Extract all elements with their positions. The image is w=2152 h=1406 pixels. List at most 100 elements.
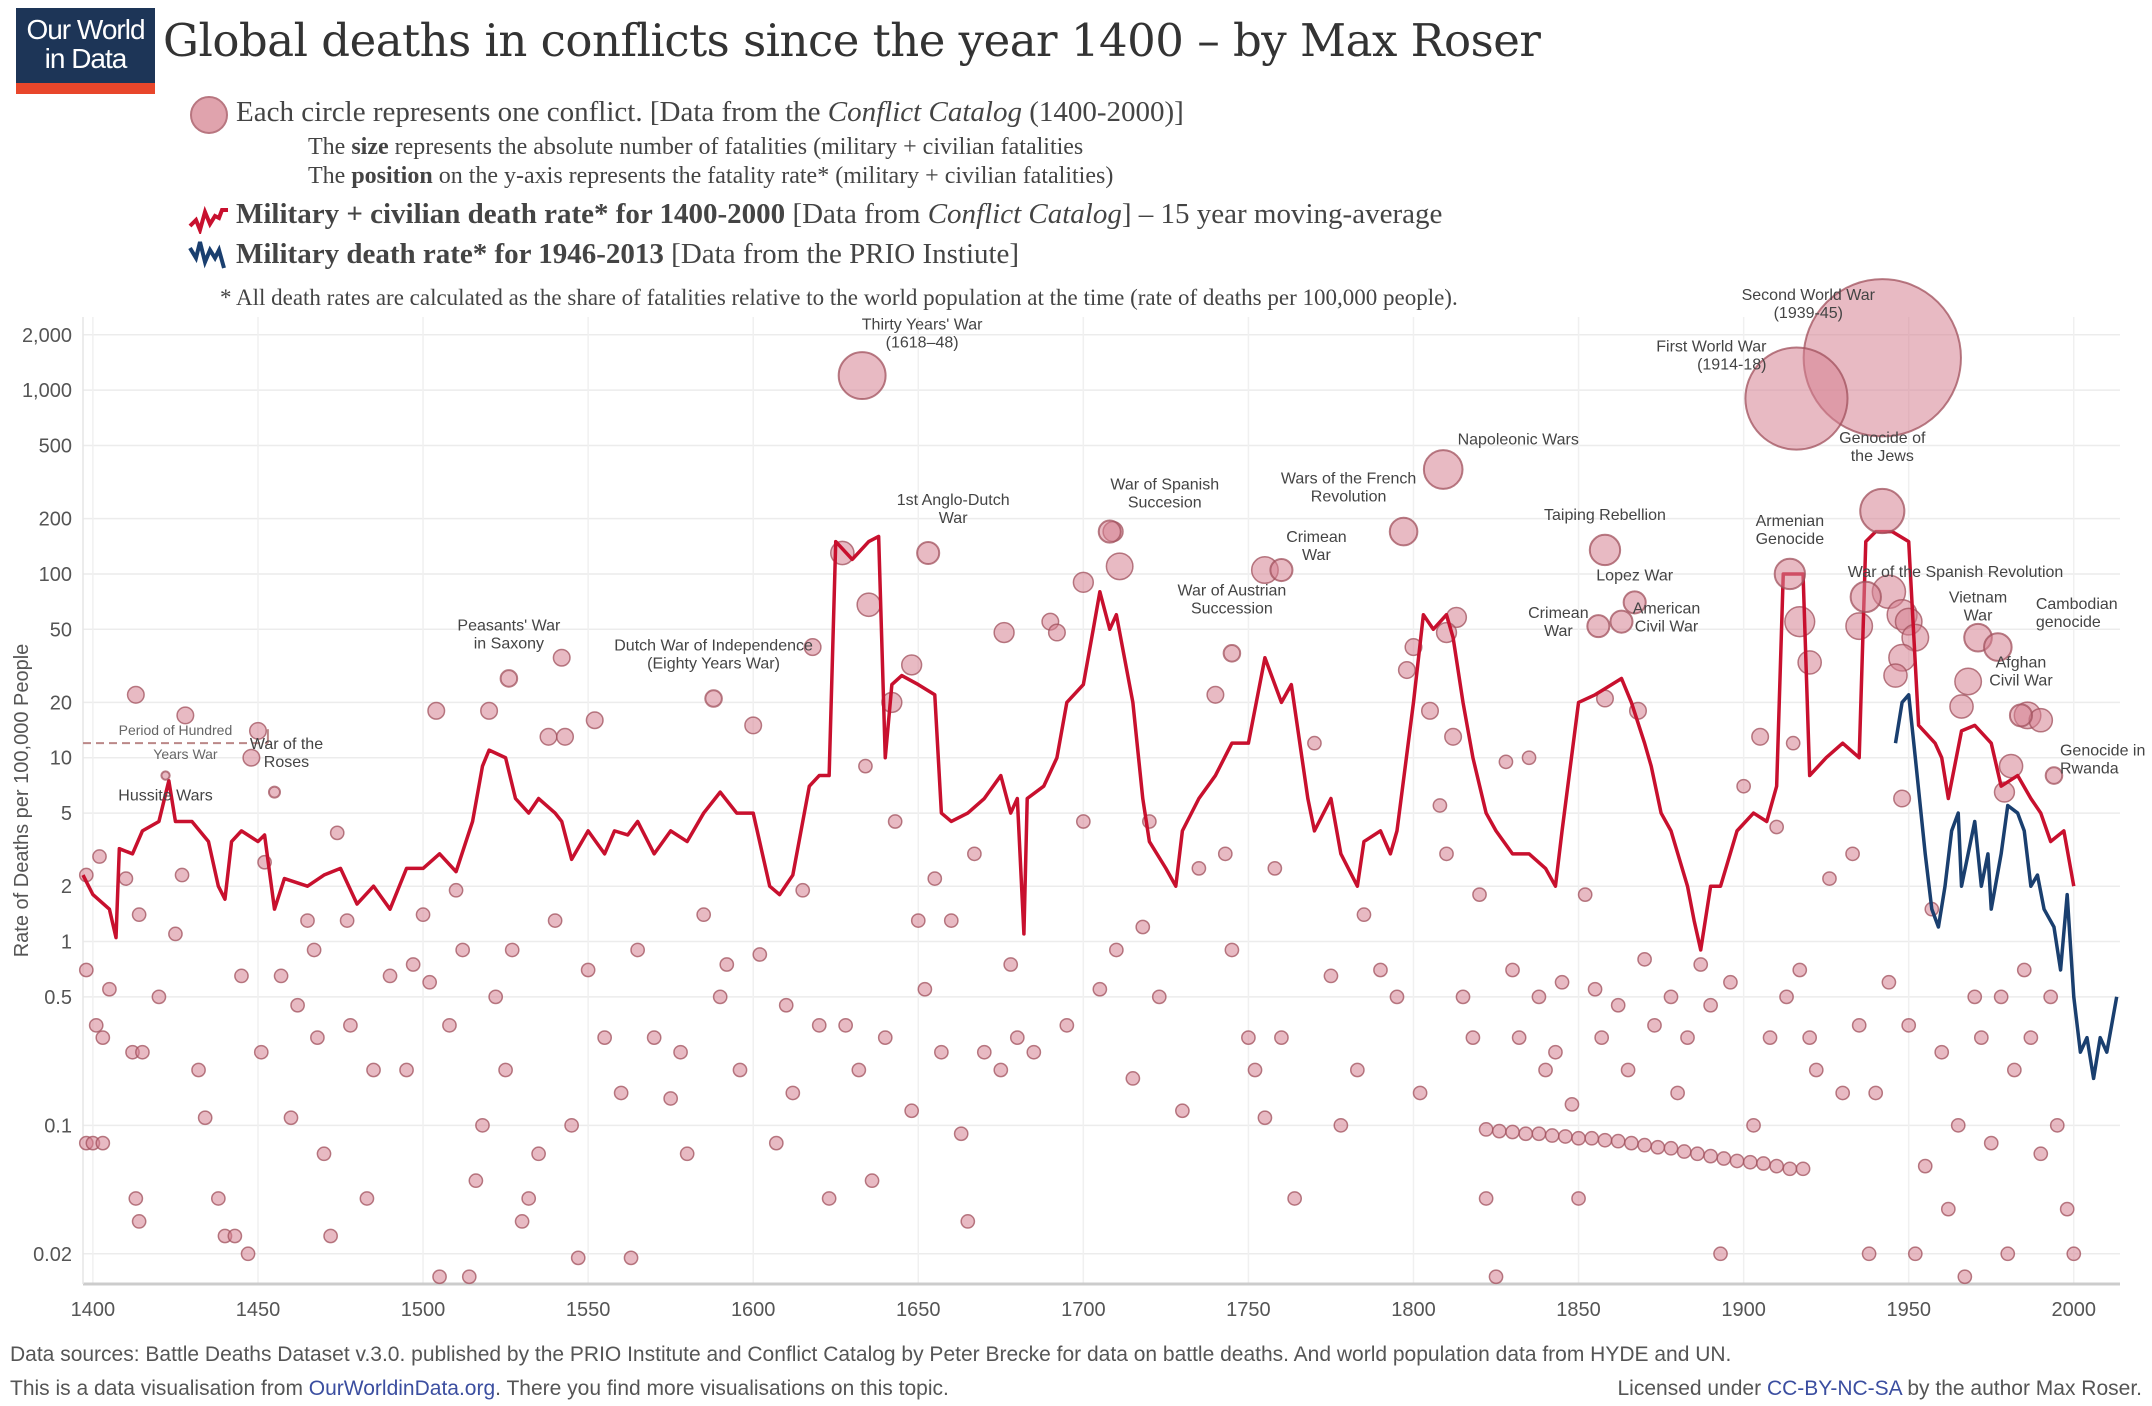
conflict-label: Napoleonic Wars [1458,432,1579,449]
conflict-circle [1782,1161,1798,1177]
conflict-circle [1505,1124,1520,1140]
conflict-circle [1713,1246,1728,1262]
conflict-circle [597,1030,613,1046]
conflict-circle [248,721,268,740]
labeled-conflict-circle [1269,558,1294,583]
conflict-circle [1444,727,1463,746]
conflict-circle [1491,1123,1507,1139]
conflict-circle [210,1191,226,1206]
conflict-circle [785,1085,801,1101]
footer-sources: Data sources: Battle Deaths Dataset v.3.… [10,1343,1732,1366]
conflict-circle [468,1173,484,1189]
conflict-circle [131,907,147,923]
conflict-circle [78,962,94,978]
conflict-circle [768,1135,784,1151]
conflict-circle [2023,1030,2039,1046]
conflict-circle [1072,571,1095,594]
conflict-circle [1597,1132,1613,1148]
conflict-circle [1785,735,1801,751]
conflict-circle [1538,1062,1553,1078]
conflict-circle [838,1017,854,1033]
conflict-circle [1950,1117,1966,1133]
y-tick-label: 0.1 [44,1115,72,1137]
conflict-circle [564,1117,579,1133]
conflict-circle [1009,1030,1025,1046]
conflict-circle [1861,1246,1877,1262]
conflict-circle [1544,1128,1560,1143]
conflict-circle [488,989,504,1005]
conflict-circle [382,968,398,984]
conflict-circle [1175,1103,1190,1119]
conflict-circle [1241,1030,1256,1046]
labeled-conflict-circle [1859,487,1906,535]
conflict-circle [858,758,873,774]
conflict-label: Genocide in [2060,743,2145,760]
labeled-conflict-circle [1097,519,1122,544]
conflict-circle [253,1044,269,1060]
conflict-circle [1206,685,1225,704]
conflict-circle [2028,707,2054,733]
labeled-conflict-circle [499,669,519,688]
conflict-circle [95,1135,111,1151]
conflict-circle [811,1017,827,1033]
conflict-circle [1108,942,1124,958]
conflict-circle [1845,846,1860,862]
conflict-circle [1957,1269,1973,1285]
y-tick-label: 5 [61,803,72,825]
conflict-label: genocide [2036,614,2101,631]
conflict-circle [2006,1062,2022,1078]
conflict-circle [1125,1071,1141,1086]
conflict-label: Genocide of [1839,430,1926,447]
conflict-circle [1751,727,1770,746]
conflict-circle [1531,989,1547,1005]
conflict-circle [102,981,117,997]
conflict-circle [547,913,563,928]
conflict-label: Thirty Years' War [862,317,983,334]
circle-legend-icon [190,96,228,134]
conflict-label: Taiping Rebellion [1544,507,1666,524]
conflict-circle [475,1117,490,1133]
conflict-circle [1756,1156,1771,1171]
conflict-circle [673,1044,688,1060]
conflict-label: Civil War [1989,672,2053,689]
conflict-circle [960,1214,976,1229]
x-tick-label: 1500 [401,1299,446,1321]
logo-accent-bar [16,83,155,94]
x-tick-label: 1750 [1226,1299,1271,1321]
conflict-circle [461,1269,477,1285]
conflict-circle [1554,974,1570,990]
license-link[interactable]: CC-BY-NC-SA [1766,1377,1902,1400]
conflict-circle [1472,887,1487,902]
conflict-circle [1488,1269,1504,1285]
conflict-circle [1620,1062,1636,1078]
labeled-conflict-circle [1588,533,1622,567]
conflict-label: Crimean [1286,529,1346,546]
conflict-circle [234,968,249,984]
conflict-circle [1105,552,1134,581]
conflict-label: (1618–48) [886,335,959,352]
conflict-circle [1584,1130,1600,1146]
conflict-circle [1587,981,1603,997]
conflict-circle [1934,1044,1950,1060]
owid-link[interactable]: OurWorldinData.org [308,1377,496,1400]
labeled-conflict-circle [1622,590,1647,615]
conflict-circle [1907,1246,1923,1262]
conflict-label: Armenian [1756,513,1824,530]
conflict-circle [399,1062,414,1078]
conflict-circle [821,1191,837,1206]
conflict-circle [1851,1017,1867,1033]
conflict-circle [1663,1140,1679,1156]
conflict-label: Lopez War [1596,567,1673,584]
x-tick-label: 1950 [1886,1299,1931,1321]
labeled-conflict-circle [1983,632,2013,662]
military-civilian-death-rate-line [81,529,2076,952]
conflict-circle [927,871,943,886]
conflict-circle [630,942,646,958]
conflict-circle [359,1191,375,1206]
logo-line2: in Data [44,43,128,74]
conflict-label: Revolution [1311,489,1387,506]
military-death-rate-line [1893,693,2119,1081]
conflict-circle [1610,1133,1626,1149]
conflict-circle [1624,1135,1639,1151]
conflict-circle [227,1228,243,1244]
